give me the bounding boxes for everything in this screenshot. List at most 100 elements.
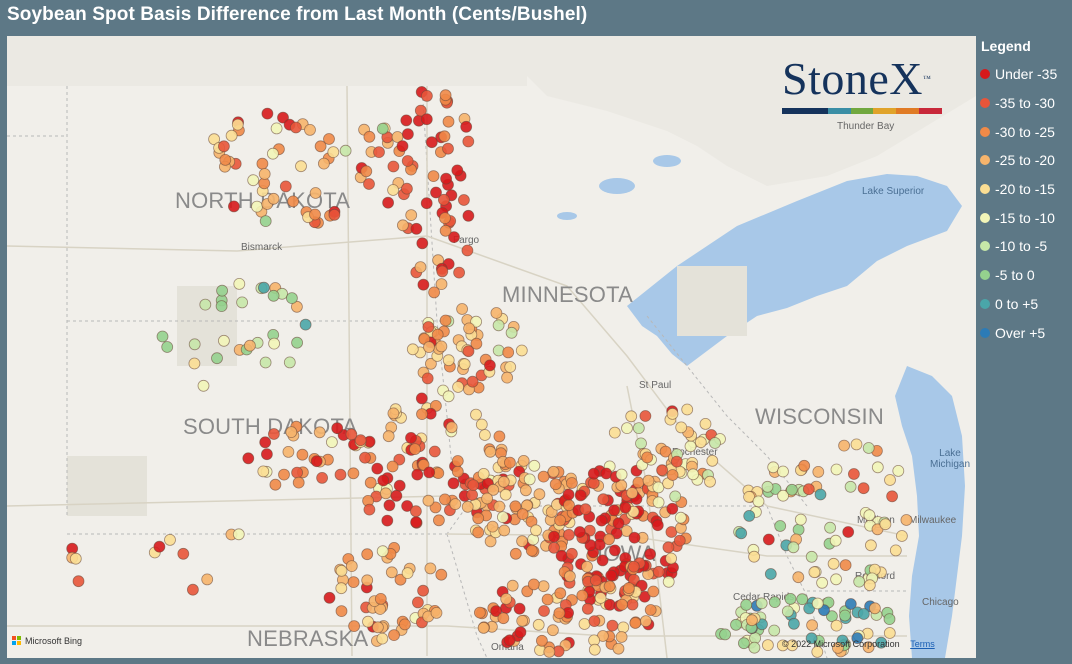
elevator-point[interactable] bbox=[848, 468, 860, 480]
elevator-point[interactable] bbox=[484, 445, 497, 458]
elevator-point[interactable] bbox=[626, 487, 638, 499]
elevator-point[interactable] bbox=[605, 569, 618, 582]
elevator-point[interactable] bbox=[830, 619, 843, 632]
elevator-point[interactable] bbox=[467, 479, 480, 492]
legend-item[interactable]: -30 to -25 bbox=[980, 117, 1072, 146]
elevator-point[interactable] bbox=[628, 531, 641, 544]
elevator-point[interactable] bbox=[423, 341, 435, 354]
elevator-point[interactable] bbox=[499, 488, 512, 501]
elevator-point[interactable] bbox=[665, 552, 677, 565]
elevator-point[interactable] bbox=[437, 193, 450, 206]
elevator-point[interactable] bbox=[461, 244, 474, 257]
elevator-point[interactable] bbox=[738, 637, 750, 650]
elevator-point[interactable] bbox=[447, 477, 460, 490]
elevator-point[interactable] bbox=[802, 483, 815, 496]
elevator-point[interactable] bbox=[587, 467, 600, 480]
elevator-point[interactable] bbox=[400, 182, 413, 195]
elevator-point[interactable] bbox=[420, 197, 433, 210]
elevator-point[interactable] bbox=[832, 642, 844, 654]
elevator-point[interactable] bbox=[451, 465, 464, 478]
elevator-point[interactable] bbox=[490, 605, 503, 617]
elevator-point[interactable] bbox=[629, 617, 642, 629]
elevator-point[interactable] bbox=[863, 579, 876, 592]
elevator-point[interactable] bbox=[421, 372, 434, 385]
elevator-point[interactable] bbox=[409, 505, 422, 518]
legend-item[interactable]: -35 to -30 bbox=[980, 89, 1072, 118]
elevator-point[interactable] bbox=[279, 180, 292, 193]
elevator-point[interactable] bbox=[472, 526, 485, 539]
elevator-point[interactable] bbox=[267, 192, 280, 205]
elevator-point[interactable] bbox=[267, 428, 280, 440]
elevator-point[interactable] bbox=[438, 493, 451, 506]
elevator-point[interactable] bbox=[755, 597, 768, 610]
elevator-point[interactable] bbox=[291, 466, 304, 479]
elevator-point[interactable] bbox=[428, 286, 441, 299]
legend-item[interactable]: -10 to -5 bbox=[980, 232, 1072, 261]
elevator-point[interactable] bbox=[470, 408, 482, 421]
elevator-point[interactable] bbox=[640, 615, 652, 627]
elevator-point[interactable] bbox=[420, 113, 433, 126]
elevator-point[interactable] bbox=[400, 114, 413, 127]
elevator-point[interactable] bbox=[425, 136, 438, 149]
elevator-point[interactable] bbox=[323, 591, 336, 604]
elevator-point[interactable] bbox=[462, 209, 475, 222]
elevator-point[interactable] bbox=[440, 172, 453, 185]
elevator-point[interactable] bbox=[506, 579, 519, 592]
elevator-point[interactable] bbox=[292, 476, 305, 489]
elevator-point[interactable] bbox=[641, 451, 654, 464]
elevator-point[interactable] bbox=[865, 539, 877, 552]
elevator-point[interactable] bbox=[486, 520, 499, 533]
elevator-point[interactable] bbox=[388, 629, 400, 641]
elevator-point[interactable] bbox=[673, 534, 686, 547]
elevator-point[interactable] bbox=[335, 564, 348, 577]
elevator-point[interactable] bbox=[619, 501, 632, 514]
elevator-point[interactable] bbox=[481, 492, 494, 505]
elevator-point[interactable] bbox=[199, 298, 212, 311]
elevator-point[interactable] bbox=[829, 534, 842, 547]
elevator-point[interactable] bbox=[581, 560, 593, 573]
elevator-point[interactable] bbox=[609, 544, 621, 557]
elevator-point[interactable] bbox=[475, 418, 488, 431]
elevator-point[interactable] bbox=[422, 494, 435, 507]
elevator-point[interactable] bbox=[525, 544, 538, 557]
elevator-point[interactable] bbox=[530, 524, 542, 537]
elevator-point[interactable] bbox=[743, 490, 755, 503]
elevator-point[interactable] bbox=[289, 121, 302, 134]
elevator-point[interactable] bbox=[461, 500, 474, 513]
elevator-point[interactable] bbox=[788, 617, 800, 630]
elevator-point[interactable] bbox=[875, 636, 888, 649]
elevator-point[interactable] bbox=[227, 200, 240, 213]
elevator-point[interactable] bbox=[513, 602, 526, 615]
elevator-point[interactable] bbox=[606, 619, 619, 632]
elevator-point[interactable] bbox=[379, 487, 392, 500]
elevator-point[interactable] bbox=[857, 482, 870, 495]
elevator-point[interactable] bbox=[498, 524, 511, 537]
elevator-point[interactable] bbox=[781, 605, 794, 618]
elevator-point[interactable] bbox=[596, 554, 609, 567]
elevator-point[interactable] bbox=[211, 352, 223, 365]
elevator-point[interactable] bbox=[684, 440, 697, 453]
elevator-point[interactable] bbox=[387, 160, 400, 173]
elevator-point[interactable] bbox=[644, 548, 656, 560]
elevator-point[interactable] bbox=[325, 436, 338, 449]
elevator-point[interactable] bbox=[814, 488, 827, 501]
elevator-point[interactable] bbox=[554, 587, 567, 600]
elevator-point[interactable] bbox=[501, 371, 514, 384]
elevator-point[interactable] bbox=[517, 454, 530, 467]
elevator-point[interactable] bbox=[536, 634, 548, 647]
elevator-point[interactable] bbox=[503, 634, 516, 647]
elevator-point[interactable] bbox=[537, 580, 550, 593]
elevator-point[interactable] bbox=[669, 490, 682, 503]
elevator-point[interactable] bbox=[806, 619, 818, 632]
elevator-point[interactable] bbox=[492, 319, 505, 332]
legend-item[interactable]: -25 to -20 bbox=[980, 146, 1072, 175]
elevator-point[interactable] bbox=[652, 496, 665, 509]
elevator-point[interactable] bbox=[516, 508, 529, 521]
elevator-point[interactable] bbox=[483, 359, 496, 372]
elevator-point[interactable] bbox=[414, 261, 427, 274]
elevator-point[interactable] bbox=[387, 184, 400, 196]
elevator-point[interactable] bbox=[509, 500, 522, 513]
elevator-point[interactable] bbox=[735, 527, 748, 540]
elevator-point[interactable] bbox=[451, 164, 464, 177]
elevator-point[interactable] bbox=[216, 284, 229, 297]
